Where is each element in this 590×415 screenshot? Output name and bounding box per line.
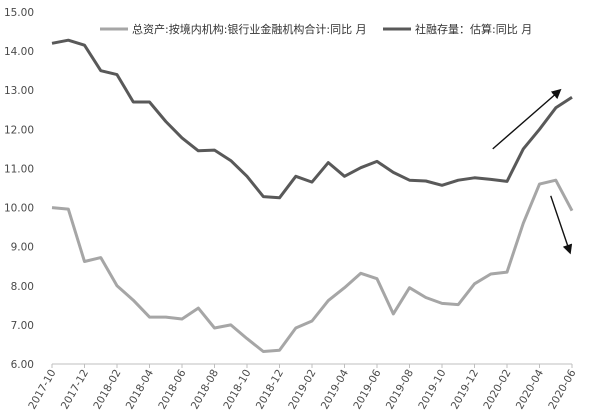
series-layer: [51, 38, 574, 353]
y-tick-label: 12.00: [4, 124, 34, 136]
x-tick-label: 2019-10: [416, 368, 448, 412]
y-tick-label: 6.00: [11, 359, 34, 371]
y-tick-label: 14.00: [4, 46, 34, 58]
x-tick-label: 2018-02: [91, 368, 123, 412]
x-tick-label: 2019-06: [351, 367, 383, 411]
trend-arrow-down: [550, 195, 573, 255]
x-tick-label: 2017-12: [59, 368, 91, 412]
series-line-1: [51, 178, 574, 353]
y-tick-label: 13.00: [4, 85, 34, 97]
legend: 总资产:按境内机构:银行业金融机构合计:同比 月 社融存量：估算:同比 月: [100, 22, 532, 36]
y-tick-label: 10.00: [4, 203, 34, 215]
x-tick-label: 2020-04: [514, 367, 546, 411]
axes: 6.00 7.00 8.00 9.00 10.00 11.00 12.00 13.00 14.0…: [4, 7, 579, 411]
x-tick-label: 2017-10: [26, 368, 58, 412]
y-tick-label: 11.00: [4, 163, 34, 175]
x-tick-label: 2018-04: [124, 367, 156, 411]
x-tick-label: 2019-02: [286, 368, 318, 412]
y-tick-label: 7.00: [11, 320, 34, 332]
x-tick-label: 2020-02: [481, 368, 513, 412]
series-line-2: [51, 38, 573, 200]
legend-label-1: 总资产:按境内机构:银行业金融机构合计:同比 月: [132, 22, 367, 36]
x-tick-label: 2018-12: [254, 368, 286, 412]
x-tick-label: 2018-06: [156, 367, 188, 411]
trend-arrow-up: [492, 88, 562, 150]
legend-label-2: 社融存量：估算:同比 月: [415, 22, 532, 36]
y-tick-label: 8.00: [11, 281, 34, 293]
x-tick-label: 2019-08: [384, 368, 416, 412]
y-tick-label: 9.00: [11, 242, 34, 254]
annotation-layer: [492, 88, 573, 255]
x-tick-label: 2018-08: [189, 368, 221, 412]
y-tick-label: 15.00: [4, 7, 34, 19]
x-tick-label: 2019-04: [319, 367, 351, 411]
x-tick-label: 2019-12: [449, 368, 481, 412]
x-tick-label: 2018-10: [221, 368, 253, 412]
x-tick-label: 2020-06: [546, 367, 578, 411]
